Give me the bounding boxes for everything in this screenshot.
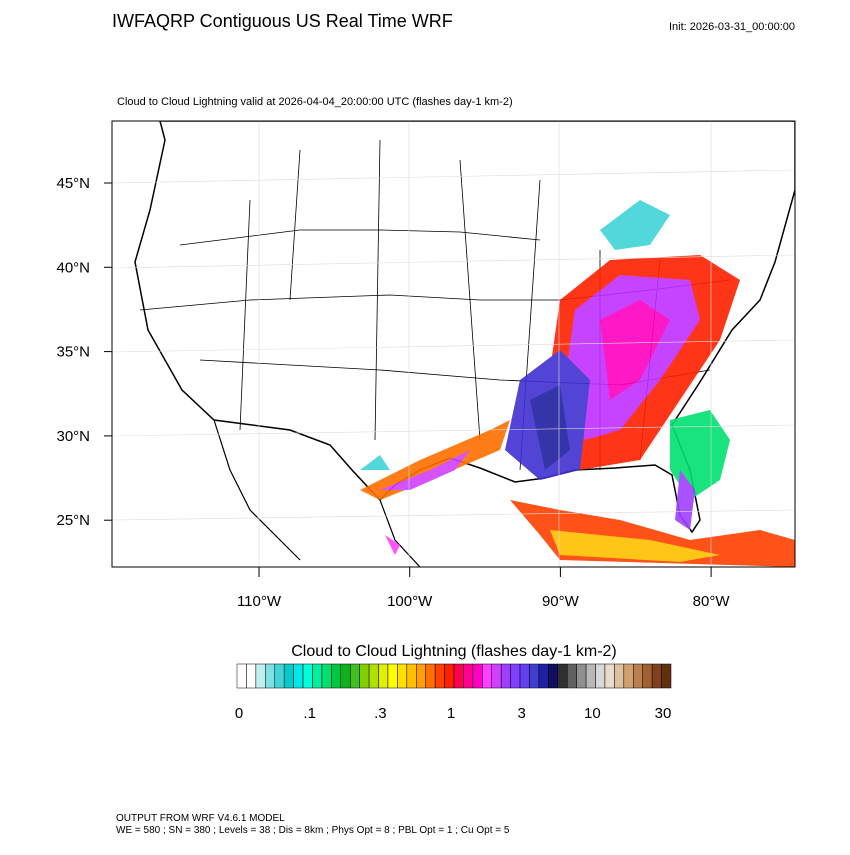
colorbar-swatch (500, 663, 511, 689)
colorbar-tick-label: .3 (374, 705, 387, 722)
colorbar-swatch (595, 663, 606, 689)
colorbar-swatch (434, 663, 445, 689)
colorbar-swatch (387, 663, 398, 689)
colorbar: 0 .1 .3 1 3 10 30 (235, 663, 672, 722)
lon-label: 80°W (693, 593, 731, 610)
lon-labels: 110°W 100°W 90°W 80°W (237, 567, 730, 610)
colorbar-swatch (510, 663, 521, 689)
colorbar-swatch (463, 663, 474, 689)
colorbar-swatch (255, 663, 266, 689)
colorbar-swatch (397, 663, 408, 689)
lat-label: 30°N (56, 428, 90, 445)
colorbar-swatch (406, 663, 417, 689)
colorbar-swatch (378, 663, 389, 689)
lat-label: 45°N (56, 175, 90, 192)
lat-labels: 45°N 40°N 35°N 30°N 25°N (56, 175, 112, 529)
colorbar-swatch (453, 663, 464, 689)
title: IWFAQRP Contiguous US Real Time WRF (112, 11, 453, 31)
subtitle: Cloud to Cloud Lightning valid at 2026-0… (117, 96, 513, 108)
colorbar-swatch (416, 663, 426, 689)
colorbar-swatch (444, 663, 455, 689)
colorbar-swatch (472, 663, 483, 689)
colorbar-swatch (604, 663, 615, 689)
lat-label: 40°N (56, 259, 90, 276)
footer-line: WE = 580 ; SN = 380 ; Levels = 38 ; Dis … (116, 825, 510, 836)
colorbar-swatch (633, 663, 643, 689)
colorbar-tick-label: 3 (517, 705, 525, 722)
colorbar-swatch (274, 663, 285, 689)
colorbar-swatch (614, 663, 625, 689)
lat-label: 25°N (56, 512, 90, 529)
map-frame (111, 120, 796, 568)
colorbar-swatch (585, 663, 596, 689)
colorbar-swatch (538, 663, 549, 689)
lat-label: 35°N (56, 344, 90, 361)
colorbar-swatch (293, 663, 304, 689)
colorbar-swatch (265, 663, 275, 689)
colorbar-swatch (321, 663, 332, 689)
colorbar-swatch (642, 663, 653, 689)
mexico-coast (213, 419, 421, 567)
colorbar-title: Cloud to Cloud Lightning (flashes day-1 … (291, 643, 617, 660)
colorbar-swatch (661, 663, 672, 689)
colorbar-tick-label: 0 (235, 705, 243, 722)
colorbar-swatch (359, 663, 370, 689)
colorbar-swatch (491, 663, 502, 689)
colorbar-swatch (548, 663, 559, 689)
lon-label: 110°W (237, 593, 282, 610)
colorbar-swatch (302, 663, 313, 689)
colorbar-swatch (312, 663, 323, 689)
colorbar-swatch (566, 663, 577, 689)
colorbar-swatch (331, 663, 342, 689)
init-time: Init: 2026-03-31_00:00:00 (669, 21, 795, 33)
colorbar-tick-label: 10 (584, 705, 601, 722)
colorbar-swatch (368, 663, 379, 689)
lon-label: 100°W (387, 593, 433, 610)
lon-label: 90°W (542, 593, 580, 610)
lightning-field (360, 200, 795, 567)
colorbar-swatch (482, 663, 492, 689)
colorbar-swatch (529, 663, 540, 689)
colorbar-swatch (340, 663, 351, 689)
footer-line: OUTPUT FROM WRF V4.6.1 MODEL (116, 813, 285, 824)
graticule (112, 121, 795, 567)
colorbar-swatch (349, 663, 360, 689)
colorbar-swatch (283, 663, 294, 689)
colorbar-tick-label: .1 (303, 705, 316, 722)
colorbar-swatch (425, 663, 436, 689)
map (111, 120, 796, 568)
colorbar-swatch (519, 663, 530, 689)
colorbar-swatch (246, 663, 257, 689)
colorbar-swatch (623, 663, 634, 689)
colorbar-swatch (651, 663, 662, 689)
colorbar-tick-label: 1 (447, 705, 455, 722)
colorbar-swatch (557, 663, 568, 689)
colorbar-swatch (576, 663, 587, 689)
colorbar-tick-label: 30 (655, 705, 672, 722)
colorbar-swatch (236, 663, 247, 689)
